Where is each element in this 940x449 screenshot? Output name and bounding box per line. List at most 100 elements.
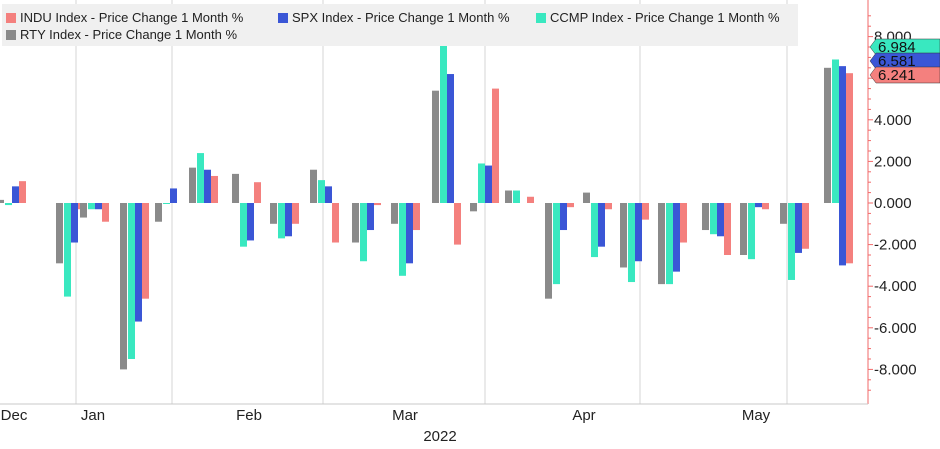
bar-indu [492, 88, 499, 203]
bar-ccmp [628, 203, 635, 283]
bar-spx [635, 203, 642, 262]
bar-rty [310, 169, 317, 203]
legend-label-spx: SPX Index - Price Change 1 Month % [292, 10, 510, 25]
bar-ccmp [128, 203, 135, 359]
bar-rty [780, 203, 787, 224]
bar-ccmp [748, 203, 755, 260]
last-value-tag [869, 52, 940, 70]
bar-spx [170, 188, 177, 203]
bar-rty [56, 203, 63, 264]
bar-rty [352, 203, 359, 243]
bar-indu [19, 181, 26, 203]
bar-ccmp [788, 203, 795, 280]
legend-item-spx: SPX Index - Price Change 1 Month % [278, 10, 510, 25]
bar-ccmp [399, 203, 406, 276]
legend-swatch-ccmp [536, 12, 546, 23]
bar-rty [189, 167, 196, 203]
y-tick-label: 2.000 [874, 153, 912, 170]
bar-indu [374, 203, 381, 206]
legend: INDU Index - Price Change 1 Month % SPX … [2, 4, 798, 46]
y-tick-label: 4.000 [874, 112, 912, 129]
bar-spx [839, 203, 846, 266]
bar-spx [12, 186, 19, 203]
legend-item-rty: RTY Index - Price Change 1 Month % [6, 27, 237, 42]
bar-indu [762, 203, 769, 210]
bar-indu [211, 175, 218, 203]
bar-ccmp [666, 203, 673, 285]
legend-label-ccmp: CCMP Index - Price Change 1 Month % [550, 10, 780, 25]
bar-ccmp [64, 203, 71, 297]
bar-indu [413, 203, 420, 231]
bar-ccmp [478, 163, 485, 203]
bar-rty [470, 203, 477, 212]
y-tick-label: -2.000 [874, 237, 917, 254]
bar-ccmp [832, 59, 839, 204]
y-tick-label: -6.000 [874, 320, 917, 337]
bar-ccmp [278, 203, 285, 239]
y-tick-label: -4.000 [874, 278, 917, 295]
bar-ccmp [553, 203, 560, 285]
bar-rty [824, 67, 831, 203]
bar-rty [270, 203, 277, 224]
x-year-label: 2022 [423, 428, 456, 444]
x-month-label: Feb [236, 407, 262, 424]
x-month-label: Dec [1, 407, 28, 424]
bar-spx [598, 203, 605, 247]
bar-indu [527, 196, 534, 203]
bar-indu [254, 182, 261, 203]
bar-indu [642, 203, 649, 220]
legend-swatch-spx [278, 12, 288, 23]
legend-item-ccmp: CCMP Index - Price Change 1 Month % [536, 10, 780, 25]
bar-spx [485, 165, 492, 203]
bar-spx [367, 203, 374, 231]
bar-indu [332, 203, 339, 243]
bar-indu [454, 203, 461, 245]
bar-spx [71, 203, 78, 243]
bar-spx [406, 203, 413, 264]
legend-swatch-indu [6, 12, 16, 23]
bar-ccmp [710, 203, 717, 235]
bar-ccmp [440, 32, 447, 203]
bar-spx [204, 169, 211, 203]
legend-item-indu: INDU Index - Price Change 1 Month % [6, 10, 243, 25]
bar-ccmp [5, 203, 12, 206]
bar-indu [605, 203, 612, 210]
bar-spx [795, 203, 802, 253]
bar-rty [391, 203, 398, 224]
bar-indu [292, 203, 299, 224]
legend-label-rty: RTY Index - Price Change 1 Month % [20, 27, 238, 42]
y-tick-label: -8.000 [874, 361, 917, 378]
bar-rty [232, 173, 239, 203]
bar-spx [325, 186, 332, 203]
bar-rty [545, 203, 552, 299]
bar-ccmp [240, 203, 247, 247]
bar-spx [717, 203, 724, 237]
bar-spx [135, 203, 142, 322]
x-month-label: Jan [81, 407, 105, 424]
bar-rty [432, 90, 439, 203]
bar-spx [247, 203, 254, 241]
x-month-label: Mar [392, 407, 418, 424]
bar-rty [702, 203, 709, 231]
last-value-tag [869, 66, 940, 84]
bar-ccmp [197, 153, 204, 203]
bar-ccmp [318, 180, 325, 203]
last-value-label: 6.581 [878, 53, 916, 70]
bar-ccmp [163, 203, 170, 204]
bar-rty [155, 203, 162, 222]
last-value-label: 6.984 [878, 39, 916, 56]
bar-rty [0, 199, 4, 203]
bar-spx [839, 66, 846, 203]
last-value-tag [869, 38, 940, 56]
legend-label-indu: INDU Index - Price Change 1 Month % [20, 10, 244, 25]
bar-indu [680, 203, 687, 243]
bar-rty [740, 203, 747, 255]
bar-indu [802, 203, 809, 249]
bar-indu [567, 203, 574, 208]
x-month-label: Apr [572, 407, 595, 424]
bar-rty [80, 203, 87, 218]
bar-spx [285, 203, 292, 237]
legend-swatch-rty [6, 29, 16, 40]
